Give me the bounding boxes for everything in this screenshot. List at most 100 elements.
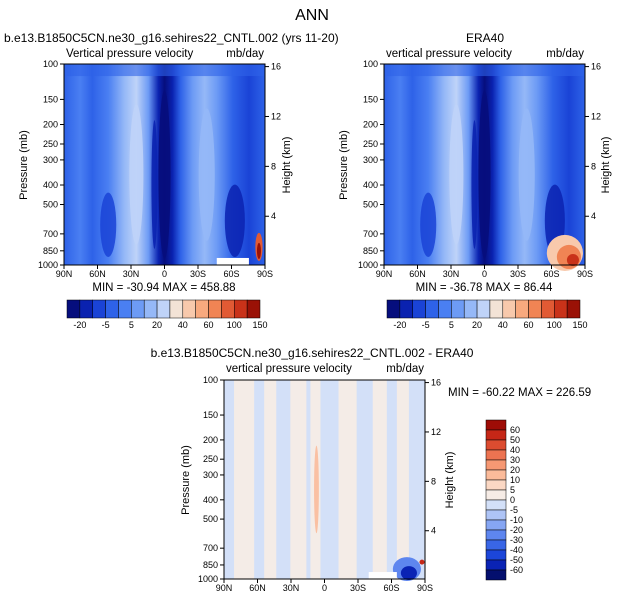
panel-model-ytick-label: 100: [43, 59, 58, 69]
colorbar-obs-swatch: [425, 299, 439, 319]
panel-diff-ytick-label: 200: [203, 435, 218, 445]
panel-obs-ytick-right-label: 8: [591, 161, 596, 171]
panel-model-ytick-right-label: 16: [271, 62, 281, 72]
panel-diff-xtick-label: 60N: [249, 583, 266, 593]
panel-obs-ytick-label: 400: [363, 180, 378, 190]
colorbar-model-label: 40: [178, 320, 188, 330]
panel-obs-xtick-label: 0: [482, 269, 487, 279]
colorbar-diff-label: 20: [510, 465, 520, 475]
colorbar-diff-label: 5: [510, 485, 515, 495]
panel-diff-xtick-label: 90N: [216, 583, 233, 593]
colorbar-diff-swatch: [485, 569, 507, 581]
panel-model-units: mb/day: [226, 48, 264, 60]
panel-model-ylabel: Pressure (mb): [18, 130, 30, 200]
panel-diff-minmax: MIN = -60.22 MAX = 226.59: [448, 387, 591, 399]
panel-model-minmax: MIN = -30.94 MAX = 458.88: [92, 282, 235, 294]
colorbar-model-swatch: [131, 299, 145, 319]
panel-model-ytick-right-label: 8: [271, 161, 276, 171]
panel-diff-positive-band: [372, 380, 387, 579]
colorbar-diff-swatch: [485, 529, 507, 541]
panel-model-ytick-right-label: 12: [271, 111, 281, 121]
colorbar-model-label: 5: [129, 320, 134, 330]
panel-diff-ytick-right-label: 16: [431, 378, 441, 388]
colorbar-obs: -20 -5 5 20 40 60 100 150: [386, 299, 588, 330]
colorbar-diff-swatch: [485, 459, 507, 471]
panel-model-xtick-label: 30N: [123, 269, 140, 279]
panel-obs-ytick-label: 200: [363, 120, 378, 130]
colorbar-diff-label: -60: [510, 565, 523, 575]
panel-diff-ytick-label: 700: [203, 543, 218, 553]
panel-diff-ytick-label: 1000: [198, 574, 218, 584]
colorbar-diff-label: 50: [510, 435, 520, 445]
colorbar-diff-swatch: [485, 429, 507, 441]
colorbar-diff-swatch: [485, 509, 507, 521]
panel-obs-ytick-right-label: 16: [591, 62, 601, 72]
panel-model-ytick-label: 250: [43, 139, 58, 149]
panel-obs-xtick-label: 90N: [376, 269, 393, 279]
colorbar-diff-swatch: [485, 549, 507, 561]
panel-model-xtick-label: 90N: [56, 269, 73, 279]
panel-obs-ytick-label: 250: [363, 139, 378, 149]
colorbar-model-swatch: [246, 299, 261, 319]
panel-diff-title: b.e13.B1850C5CN.ne30_g16.sehires22_CNTL.…: [151, 346, 474, 360]
colorbar-model-swatch: [195, 299, 209, 319]
colorbar-model-swatch: [118, 299, 132, 319]
colorbar-diff-swatch: [485, 559, 507, 571]
colorbar-diff-label: -40: [510, 545, 523, 555]
colorbar-obs-swatch: [451, 299, 465, 319]
panel-obs-ytick-label: 850: [363, 246, 378, 256]
panel-model-xtick-label: 90S: [257, 269, 273, 279]
colorbar-obs-label: 60: [524, 320, 534, 330]
panel-model: b.e13.B1850C5CN.ne30_g16.sehires22_CNTL.…: [4, 31, 339, 330]
panel-model-subsidence-north: [129, 104, 144, 245]
colorbar-obs-label: 100: [547, 320, 562, 330]
panel-model-upper-band: [64, 64, 265, 77]
colorbar-diff-swatch: [485, 489, 507, 501]
panel-diff-polar-positive: [419, 559, 425, 565]
panel-model-ascent-side: [151, 120, 158, 249]
panel-diff-positive-band: [338, 380, 357, 579]
panel-model-xtick-label: 30S: [190, 269, 206, 279]
colorbar-model-label: -20: [73, 320, 86, 330]
panel-diff-ytick-label: 300: [203, 470, 218, 480]
colorbar-obs-label: 150: [572, 320, 587, 330]
colorbar-obs-swatch: [554, 299, 568, 319]
panel-obs-ascent-core: [478, 90, 491, 259]
colorbar-diff-swatch: [485, 419, 507, 431]
panel-diff-ytick-label: 100: [203, 375, 218, 385]
panel-model-subsidence-south: [198, 108, 215, 241]
panel-model-ytick-right-label: 4: [271, 211, 276, 221]
panel-diff-field: [224, 380, 425, 581]
panel-diff-ytick-label: 150: [203, 410, 218, 420]
panel-model-ytick-label: 850: [43, 246, 58, 256]
panel-model-ytick-label: 150: [43, 94, 58, 104]
panel-diff-positive-band: [396, 380, 409, 579]
panel-obs-subsidence-north: [449, 104, 464, 245]
colorbar-obs-swatch: [399, 299, 413, 319]
panel-diff-ytick-right-label: 12: [431, 427, 441, 437]
colorbar-obs-label: 5: [449, 320, 454, 330]
colorbar-diff-label: -20: [510, 525, 523, 535]
colorbar-model-swatch: [208, 299, 222, 319]
colorbar-model-swatch: [79, 299, 93, 319]
colorbar-obs-swatch: [412, 299, 426, 319]
figure-title: ANN: [295, 7, 329, 24]
panel-model-polar-descent-core: [256, 242, 261, 259]
panel-obs-field: [384, 64, 585, 272]
colorbar-obs-swatch: [541, 299, 555, 319]
colorbar-diff-label: -10: [510, 515, 523, 525]
panel-model-xtick-label: 60N: [89, 269, 106, 279]
panel-model-xtick-label: 60S: [223, 269, 239, 279]
panel-obs-ascent-side: [471, 120, 478, 249]
colorbar-obs-label: 20: [472, 320, 482, 330]
colorbar-model: -20 -5 5 20 40 60 100 150: [66, 299, 268, 330]
colorbar-diff-swatch: [485, 499, 507, 511]
panel-model-ytick-label: 500: [43, 199, 58, 209]
colorbar-diff-swatch: [485, 539, 507, 551]
colorbar-obs-swatch: [386, 299, 401, 319]
colorbar-obs-swatch: [489, 299, 504, 319]
panel-obs-minmax: MIN = -36.78 MAX = 86.44: [416, 282, 553, 294]
colorbar-model-swatch: [66, 299, 81, 319]
panel-obs-xtick-label: 90S: [577, 269, 593, 279]
